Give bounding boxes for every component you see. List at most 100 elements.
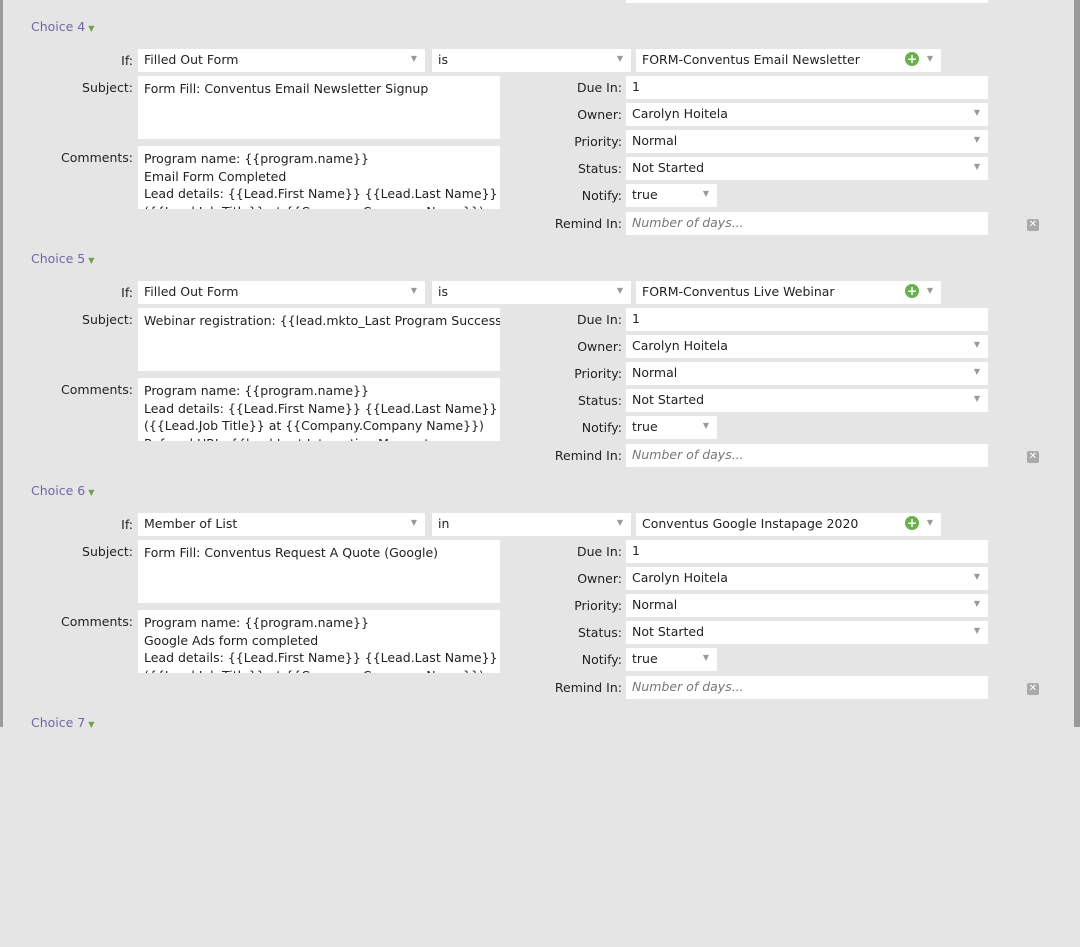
priority-select[interactable]: Normal ▼ <box>626 130 988 153</box>
chevron-down-icon[interactable]: ▼ <box>88 256 95 265</box>
dropdown-arrow-icon: ▼ <box>616 54 623 63</box>
status-select[interactable]: Not Started ▼ <box>626 157 988 180</box>
chevron-down-icon[interactable]: ▼ <box>88 720 95 729</box>
notify-value: true <box>632 187 658 202</box>
condition-select[interactable]: Filled Out Form ▼ <box>138 281 425 304</box>
value-select[interactable]: FORM-Conventus Email Newsletter + ▼ <box>636 49 941 72</box>
choice-block: Choice 7 ▼ <box>0 715 1074 947</box>
priority-value: Normal <box>632 365 678 380</box>
if-label: If: <box>121 517 133 532</box>
owner-label: Owner: <box>577 107 622 122</box>
condition-value: Filled Out Form <box>144 52 239 67</box>
dropdown-arrow-icon: ▼ <box>973 162 980 171</box>
due-in-field[interactable]: 1 <box>626 308 988 331</box>
previous-choice-input[interactable] <box>626 0 988 3</box>
notify-value: true <box>632 651 658 666</box>
value-select[interactable]: FORM-Conventus Live Webinar + ▼ <box>636 281 941 304</box>
comments-field[interactable]: Program name: {{program.name}} Lead deta… <box>138 378 500 441</box>
add-icon[interactable]: + <box>905 52 919 66</box>
remind-in-field[interactable]: Number of days... <box>626 676 988 699</box>
priority-select[interactable]: Normal ▼ <box>626 362 988 385</box>
delete-choice-icon[interactable]: ✕ <box>1027 451 1039 463</box>
value-select[interactable]: Conventus Google Instapage 2020 + ▼ <box>636 513 941 536</box>
condition-value: Filled Out Form <box>144 284 239 299</box>
dropdown-arrow-icon: ▼ <box>973 394 980 403</box>
remind-in-label: Remind In: <box>554 680 622 695</box>
subject-label: Subject: <box>82 80 133 95</box>
owner-select[interactable]: Carolyn Hoitela ▼ <box>626 567 988 590</box>
add-icon[interactable]: + <box>905 284 919 298</box>
remind-in-label: Remind In: <box>554 448 622 463</box>
status-value: Not Started <box>632 624 705 639</box>
right-scrollbar[interactable] <box>1074 0 1080 727</box>
status-value: Not Started <box>632 160 705 175</box>
dropdown-arrow-icon: ▼ <box>616 286 623 295</box>
operator-value: is <box>438 284 448 299</box>
dropdown-arrow-icon: ▼ <box>973 367 980 376</box>
dropdown-arrow-icon: ▼ <box>702 421 709 430</box>
choice-block: Choice 5 ▼ If: Filled Out Form ▼ is ▼ FORM-… <box>0 251 1074 483</box>
priority-value: Normal <box>632 597 678 612</box>
priority-select[interactable]: Normal ▼ <box>626 594 988 617</box>
subject-field[interactable]: Form Fill: Conventus Request A Quote (Go… <box>138 540 500 603</box>
due-in-label: Due In: <box>576 544 622 559</box>
delete-choice-icon[interactable]: ✕ <box>1027 219 1039 231</box>
add-icon[interactable]: + <box>905 516 919 530</box>
choice-block: Choice 6 ▼ If: Member of List ▼ in ▼ Conven… <box>0 483 1074 715</box>
comments-label: Comments: <box>61 614 133 629</box>
due-in-field[interactable]: 1 <box>626 76 988 99</box>
subject-field[interactable]: Form Fill: Conventus Email Newsletter Si… <box>138 76 500 139</box>
due-in-field[interactable]: 1 <box>626 540 988 563</box>
dropdown-arrow-icon: ▼ <box>973 108 980 117</box>
dropdown-arrow-icon: ▼ <box>410 54 417 63</box>
condition-select[interactable]: Member of List ▼ <box>138 513 425 536</box>
comments-field[interactable]: Program name: {{program.name}} Google Ad… <box>138 610 500 673</box>
notify-select[interactable]: true ▼ <box>626 648 717 671</box>
notify-label: Notify: <box>581 652 622 667</box>
priority-label: Priority: <box>574 598 622 613</box>
remind-in-field[interactable]: Number of days... <box>626 444 988 467</box>
choice-header[interactable]: Choice 6 ▼ <box>31 483 94 498</box>
operator-select[interactable]: in ▼ <box>432 513 631 536</box>
priority-label: Priority: <box>574 366 622 381</box>
dropdown-arrow-icon: ▼ <box>973 599 980 608</box>
subject-field[interactable]: Webinar registration: {{lead.mkto_Last P… <box>138 308 500 371</box>
owner-label: Owner: <box>577 339 622 354</box>
status-select[interactable]: Not Started ▼ <box>626 621 988 644</box>
value-text: FORM-Conventus Email Newsletter <box>642 52 860 67</box>
choice-header[interactable]: Choice 4 ▼ <box>31 19 94 34</box>
owner-select[interactable]: Carolyn Hoitela ▼ <box>626 335 988 358</box>
due-in-label: Due In: <box>576 80 622 95</box>
status-label: Status: <box>577 393 622 408</box>
dropdown-arrow-icon: ▼ <box>973 135 980 144</box>
owner-select[interactable]: Carolyn Hoitela ▼ <box>626 103 988 126</box>
delete-choice-icon[interactable]: ✕ <box>1027 683 1039 695</box>
dropdown-arrow-icon: ▼ <box>926 54 933 63</box>
left-border <box>0 0 3 727</box>
comments-label: Comments: <box>61 150 133 165</box>
choice-header[interactable]: Choice 7 ▼ <box>31 715 94 730</box>
choice-block: Choice 4 ▼ If: Filled Out Form ▼ is ▼ FORM-… <box>0 19 1074 251</box>
operator-select[interactable]: is ▼ <box>432 281 631 304</box>
dropdown-arrow-icon: ▼ <box>702 189 709 198</box>
remind-in-field[interactable]: Number of days... <box>626 212 988 235</box>
chevron-down-icon[interactable]: ▼ <box>88 488 95 497</box>
condition-select[interactable]: Filled Out Form ▼ <box>138 49 425 72</box>
status-label: Status: <box>577 161 622 176</box>
notify-select[interactable]: true ▼ <box>626 416 717 439</box>
status-select[interactable]: Not Started ▼ <box>626 389 988 412</box>
chevron-down-icon[interactable]: ▼ <box>88 24 95 33</box>
notify-value: true <box>632 419 658 434</box>
comments-field[interactable]: Program name: {{program.name}} Email For… <box>138 146 500 209</box>
dropdown-arrow-icon: ▼ <box>616 518 623 527</box>
choice-title: Choice 6 <box>31 483 86 498</box>
owner-value: Carolyn Hoitela <box>632 106 728 121</box>
operator-value: in <box>438 516 450 531</box>
choice-title: Choice 7 <box>31 715 86 730</box>
notify-label: Notify: <box>581 188 622 203</box>
operator-select[interactable]: is ▼ <box>432 49 631 72</box>
notify-select[interactable]: true ▼ <box>626 184 717 207</box>
choice-header[interactable]: Choice 5 ▼ <box>31 251 94 266</box>
dropdown-arrow-icon: ▼ <box>973 572 980 581</box>
owner-value: Carolyn Hoitela <box>632 338 728 353</box>
